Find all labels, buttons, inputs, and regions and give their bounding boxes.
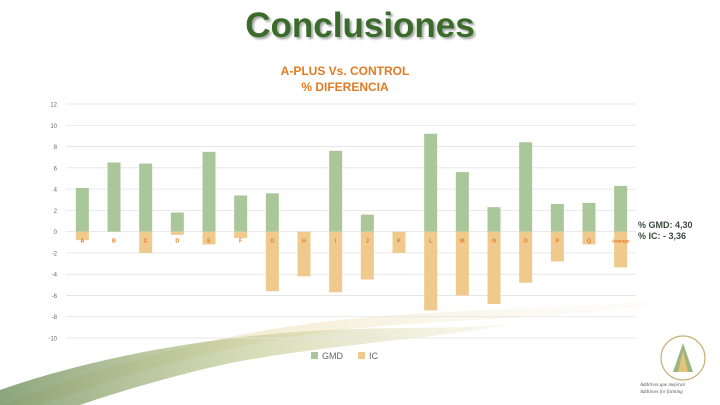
bar-ic [614,231,628,268]
bar-ic [424,231,438,311]
bar-ic [297,231,311,277]
bar-ic [234,231,248,239]
y-tick-label: 8 [54,145,58,151]
bar-ic [170,231,184,235]
y-tick-label: -6 [52,294,58,300]
category-label: Average [612,239,630,244]
bar-gmd [424,133,438,232]
category-label: A [80,239,84,245]
y-tick-label: -2 [52,251,58,257]
bar-ic [360,231,374,280]
page-title: Conclusiones [245,6,475,45]
legend-swatch-ic [358,352,365,359]
category-label: E [207,239,211,245]
bar-gmd [234,195,248,232]
bar-ic [202,231,216,245]
y-tick-label: 4 [54,188,58,194]
bar-gmd [455,172,469,232]
bar-ic [455,231,469,296]
y-tick-label: -10 [48,337,57,343]
category-label: H [302,239,306,245]
bar-gmd [202,151,216,232]
category-label: N [492,239,496,245]
y-tick-label: 10 [50,124,57,130]
summary-ic: % IC: - 3,36 [638,231,687,241]
bar-ic [550,231,564,262]
category-label: O [524,239,529,245]
legend-swatch-gmd [311,352,318,359]
bar-gmd [265,193,279,232]
y-tick-label: 2 [54,209,58,215]
bar-ic [519,231,533,283]
category-label: Q [587,239,592,245]
bar-gmd [487,207,501,232]
y-tick-label: 12 [50,103,57,109]
category-label: C [144,239,148,245]
tagline-line-2: Additives for farming [640,390,683,395]
category-label: L [429,239,433,245]
bar-gmd [360,214,374,232]
bar-gmd [329,150,343,232]
category-label: J [366,239,369,245]
bar-ic [265,231,279,292]
y-tick-label: 6 [54,166,58,172]
bar-gmd [519,142,533,232]
legend-label-gmd: GMD [322,351,343,361]
tagline-line-1: Additives que mejoran [640,383,685,388]
bar-gmd [170,212,184,232]
bar-gmd [75,188,89,232]
category-label: M [460,239,465,245]
bar-gmd [614,185,628,232]
bar-gmd [107,162,121,232]
company-logo [660,335,706,381]
bar-gmd [550,203,564,232]
bar-gmd [582,202,596,232]
category-label: K [397,239,401,245]
bar-ic [139,231,153,253]
category-label: B [112,239,116,245]
y-tick-label: 0 [54,230,58,236]
y-tick-label: -8 [52,315,58,321]
bar-ic [582,231,596,245]
category-label: P [555,239,559,245]
bar-gmd [139,163,153,232]
category-label: D [175,239,179,245]
chart-subtitle: % DIFERENCIA [301,80,389,94]
category-label: I [335,239,337,245]
bar-ic [487,231,501,304]
y-tick-label: -4 [52,273,58,279]
summary-gmd: % GMD: 4,30 [638,220,693,230]
company-tagline: Additives que mejoran Additives for farm… [640,382,685,396]
legend-label-ic: IC [369,351,379,361]
bar-ic [75,231,89,241]
category-label: G [270,239,274,245]
category-label: F [239,239,243,245]
bar-ic [392,231,406,253]
chart-title: A-PLUS Vs. CONTROL [280,64,410,78]
bar-ic [329,231,343,293]
